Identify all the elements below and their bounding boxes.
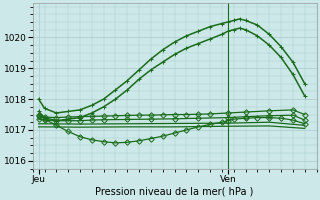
X-axis label: Pression niveau de la mer( hPa ): Pression niveau de la mer( hPa ) <box>95 187 254 197</box>
